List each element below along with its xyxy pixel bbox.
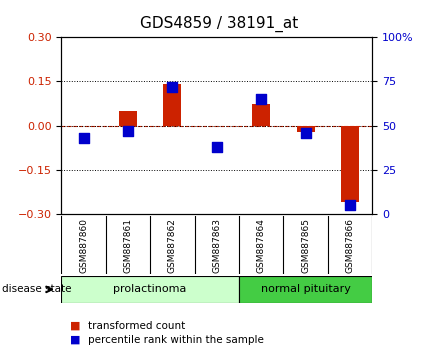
Point	[169, 84, 176, 90]
Text: disease state: disease state	[2, 284, 72, 295]
Point	[258, 96, 265, 102]
Text: GSM887863: GSM887863	[212, 218, 221, 273]
Bar	[297, 126, 314, 132]
Point	[213, 144, 220, 150]
Text: GSM887862: GSM887862	[168, 218, 177, 273]
Text: prolactinoma: prolactinoma	[113, 284, 187, 295]
Point	[124, 128, 131, 134]
Text: GSM887866: GSM887866	[346, 218, 355, 273]
Text: GSM887864: GSM887864	[257, 218, 266, 273]
Bar	[252, 104, 270, 126]
Text: transformed count: transformed count	[88, 321, 185, 331]
Point	[302, 130, 309, 136]
Point	[80, 135, 87, 141]
Bar	[61, 276, 239, 303]
Bar	[163, 84, 181, 126]
Text: ■: ■	[70, 335, 81, 345]
Text: GDS4859 / 38191_at: GDS4859 / 38191_at	[140, 16, 298, 32]
Bar	[119, 111, 137, 126]
Text: ■: ■	[70, 321, 81, 331]
Text: GSM887861: GSM887861	[124, 218, 132, 273]
Text: GSM887860: GSM887860	[79, 218, 88, 273]
Text: percentile rank within the sample: percentile rank within the sample	[88, 335, 264, 345]
Text: GSM887865: GSM887865	[301, 218, 310, 273]
Bar	[239, 276, 372, 303]
Bar	[341, 126, 359, 202]
Point	[346, 202, 353, 208]
Text: normal pituitary: normal pituitary	[261, 284, 350, 295]
